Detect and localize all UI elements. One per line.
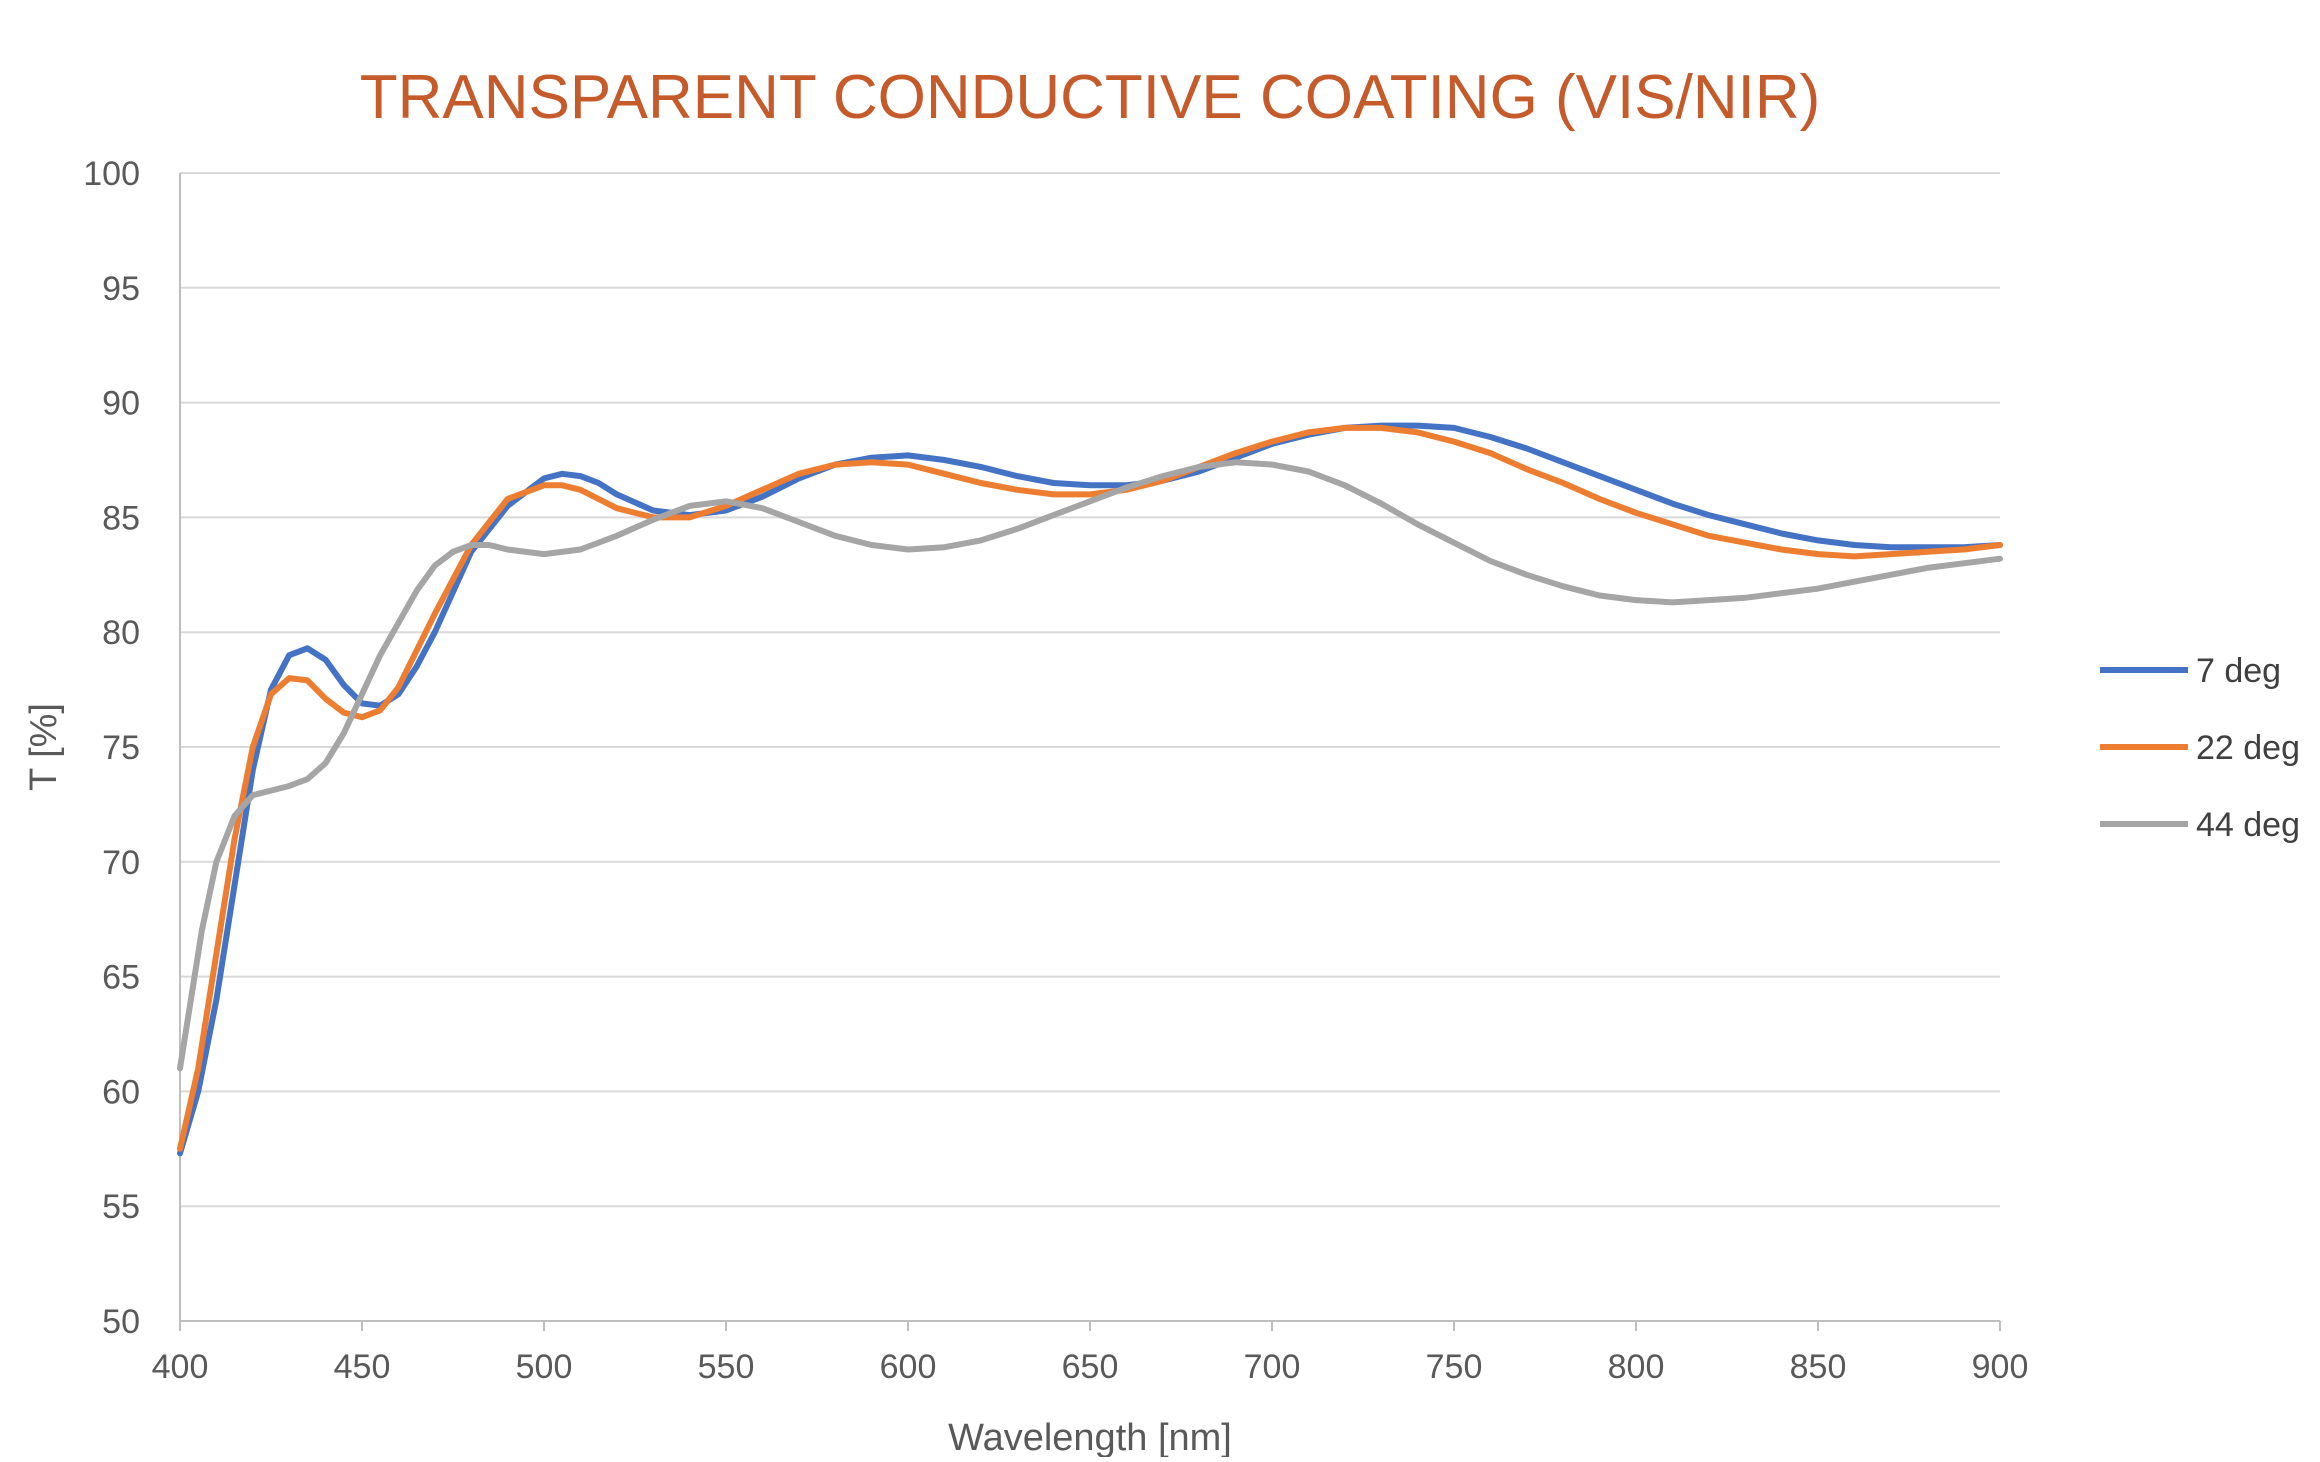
y-tick-label: 70: [102, 844, 140, 882]
x-tick-label: 900: [1972, 1348, 2029, 1386]
legend: 7 deg 22 deg 44 deg: [2100, 652, 2300, 844]
y-tick-label: 55: [102, 1188, 140, 1226]
series-line-22-deg: [177, 424, 2003, 1152]
legend-label: 22 deg: [2196, 729, 2300, 767]
x-tick-label: 500: [516, 1348, 573, 1386]
x-tick-label: 400: [152, 1348, 209, 1386]
legend-label: 7 deg: [2196, 652, 2281, 690]
series-line-44-deg: [177, 459, 2003, 1072]
x-tick-label: 650: [1062, 1348, 1119, 1386]
y-tick-label: 50: [102, 1303, 140, 1341]
x-tick-label: 800: [1608, 1348, 1665, 1386]
y-tick-label: 100: [83, 155, 140, 193]
gridlines: [180, 172, 2000, 1322]
x-tick-labels: 400 450 500 550 600 650 700 750 800 850 900: [152, 1348, 2029, 1386]
series-lines: [177, 422, 2003, 1157]
y-tick-label: 90: [102, 385, 140, 423]
axes: [179, 173, 2001, 1331]
y-tick-label: 95: [102, 270, 140, 308]
x-tick-label: 450: [334, 1348, 391, 1386]
y-tick-label: 65: [102, 959, 140, 997]
x-tick-label: 700: [1244, 1348, 1301, 1386]
x-tick-label: 600: [880, 1348, 937, 1386]
y-tick-label: 80: [102, 614, 140, 652]
x-tick-label: 750: [1426, 1348, 1483, 1386]
y-tick-label: 60: [102, 1073, 140, 1111]
legend-label: 44 deg: [2196, 806, 2300, 844]
y-tick-label: 85: [102, 499, 140, 537]
y-tick-label: 75: [102, 729, 140, 767]
y-tick-labels: 50 55 60 65 70 75 80 85 90 95 100: [83, 155, 140, 1341]
chart-title: TRANSPARENT CONDUCTIVE COATING (VIS/NIR): [360, 63, 1821, 132]
y-axis-label: T [%]: [23, 703, 65, 791]
x-axis-label: Wavelength [nm]: [948, 1417, 1232, 1457]
x-tick-label: 550: [698, 1348, 755, 1386]
x-tick-label: 850: [1790, 1348, 1847, 1386]
